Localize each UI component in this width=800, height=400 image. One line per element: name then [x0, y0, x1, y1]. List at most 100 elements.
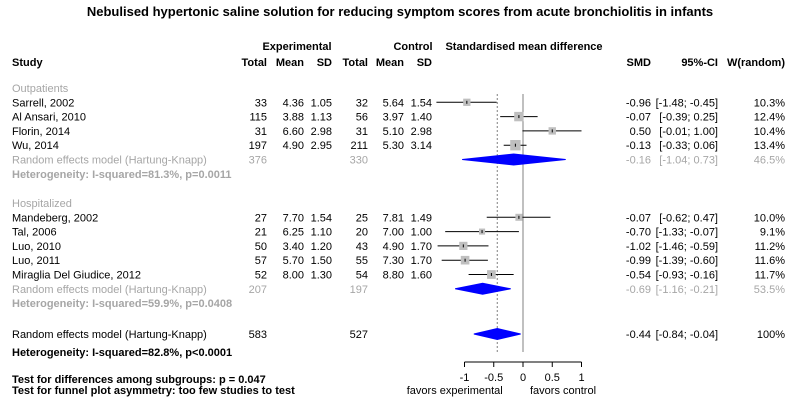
- sd-experimental: 1.05: [311, 97, 332, 109]
- study-row: Sarrell, 2002 33 4.36 1.05 32 5.64 1.54 -0.96 [-…: [12, 97, 785, 109]
- header-control: Control: [393, 41, 432, 53]
- study-row: Mandeberg, 2002 27 7.70 1.54 25 7.81 1.49 -0.07…: [12, 212, 785, 224]
- x-axis: -1 -0.5 0 0.5 1 favors experimental favors con…: [407, 361, 596, 397]
- heterogeneity-text: Heterogeneity: I-squared=81.3%, p=0.0011: [12, 169, 232, 181]
- overall-weight: 100%: [757, 329, 785, 341]
- study-row: Miraglia Del Giudice, 2012 52 8.00 1.30 54 8.…: [12, 270, 785, 282]
- header-sd-control: SD: [417, 57, 432, 69]
- ci-value: [-0.01; 1.00]: [659, 126, 718, 138]
- mean-experimental: 6.25: [283, 227, 304, 239]
- chart-title: Nebulised hypertonic saline solution for…: [87, 4, 713, 19]
- sd-experimental: 1.50: [311, 255, 332, 267]
- total-experimental: 115: [249, 112, 267, 124]
- sd-experimental: 1.20: [311, 241, 332, 253]
- weight-value: 13.4%: [754, 140, 785, 152]
- ci-value: [-0.33; 0.06]: [659, 140, 718, 152]
- subgroup-hospitalized: Hospitalized Mandeberg, 2002 27 7.70 1.54 25 7…: [12, 198, 785, 310]
- mean-experimental: 6.60: [283, 126, 304, 138]
- x-tick-label: 0.5: [545, 372, 560, 384]
- ci-value: [-1.46; -0.59]: [656, 241, 718, 253]
- ci-value: [-0.62; 0.47]: [659, 212, 718, 224]
- study-name: Luo, 2011: [12, 255, 60, 267]
- smd-value: -1.02: [626, 241, 651, 253]
- x-tick-label: 0: [520, 372, 526, 384]
- pooled-diamond: [462, 153, 566, 166]
- weight-value: 11.7%: [755, 270, 786, 282]
- weight-value: 10.3%: [754, 97, 785, 109]
- study-row: Luo, 2011 57 5.70 1.50 55 7.30 1.70 -0.99 [-1.39…: [12, 255, 785, 267]
- sd-control: 1.54: [411, 97, 432, 109]
- weight-value: 11.6%: [755, 255, 786, 267]
- ci-value: [-0.93; -0.16]: [656, 270, 718, 282]
- study-name: Al Ansari, 2010: [12, 112, 86, 124]
- total-control: 25: [356, 212, 368, 224]
- pooled-smd: -0.16: [626, 155, 651, 167]
- overall-smd: -0.44: [626, 329, 651, 341]
- header-effect: Standardised mean difference: [445, 41, 602, 53]
- smd-value: -0.07: [626, 212, 651, 224]
- sd-control: 1.70: [411, 255, 432, 267]
- total-control: 55: [356, 255, 368, 267]
- header-total-control: Total: [343, 57, 368, 69]
- sd-experimental: 1.13: [311, 112, 332, 124]
- study-name: Wu, 2014: [12, 140, 59, 152]
- mean-experimental: 3.40: [283, 241, 304, 253]
- mean-experimental: 4.36: [283, 97, 304, 109]
- pooled-weight: 46.5%: [754, 155, 785, 167]
- mean-experimental: 5.70: [283, 255, 304, 267]
- header-experimental: Experimental: [262, 41, 331, 53]
- total-experimental: 21: [255, 227, 267, 239]
- subgroup-title: Outpatients: [12, 83, 69, 95]
- sd-control: 1.49: [411, 212, 432, 224]
- header-total-experimental: Total: [242, 57, 267, 69]
- sd-control: 1.00: [411, 227, 432, 239]
- ci-value: [-0.39; 0.25]: [659, 112, 718, 124]
- header-sd-experimental: SD: [317, 57, 332, 69]
- weight-value: 10.0%: [754, 212, 785, 224]
- weight-value: 10.4%: [754, 126, 785, 138]
- weight-value: 9.1%: [760, 227, 785, 239]
- mean-control: 7.00: [383, 227, 404, 239]
- sd-control: 1.70: [411, 241, 432, 253]
- study-row: Luo, 2010 50 3.40 1.20 43 4.90 1.70 -1.02 [-1.46…: [12, 241, 785, 253]
- mean-control: 3.97: [383, 112, 404, 124]
- mean-experimental: 4.90: [283, 140, 304, 152]
- study-row: Wu, 2014 197 4.90 2.95 211 5.30 3.14 -0.13 [-0.3…: [12, 140, 785, 152]
- pooled-total-control: 197: [350, 284, 368, 296]
- sd-control: 1.60: [411, 270, 432, 282]
- sd-control: 3.14: [411, 140, 432, 152]
- overall-diamond: [473, 327, 521, 341]
- overall-row: Random effects model (Hartung-Knapp) 583 5…: [12, 327, 785, 341]
- heterogeneity-text: Heterogeneity: I-squared=59.9%, p=0.0408: [12, 298, 232, 310]
- total-control: 20: [356, 227, 368, 239]
- total-experimental: 50: [255, 241, 267, 253]
- header-mean-control: Mean: [376, 57, 404, 69]
- sd-experimental: 1.54: [311, 212, 332, 224]
- ci-value: [-1.48; -0.45]: [656, 97, 718, 109]
- total-experimental: 57: [255, 255, 267, 267]
- pooled-weight: 53.5%: [754, 284, 785, 296]
- smd-value: 0.50: [630, 126, 651, 138]
- pooled-ci: [-1.16; -0.21]: [656, 284, 718, 296]
- total-control: 54: [356, 270, 368, 282]
- overall-ci: [-0.84; -0.04]: [656, 329, 718, 341]
- study-row: Florin, 2014 31 6.60 2.98 31 5.10 2.98 0.50 [-0.…: [12, 126, 785, 138]
- subgroup-outpatients: Outpatients Sarrell, 2002 33 4.36 1.05 32 5.64…: [12, 83, 785, 181]
- pooled-smd: -0.69: [626, 284, 651, 296]
- total-control: 56: [356, 112, 368, 124]
- x-label-favors-control: favors control: [530, 385, 596, 397]
- total-control: 31: [356, 126, 368, 138]
- ci-value: [-1.39; -0.60]: [656, 255, 718, 267]
- smd-value: -0.99: [626, 255, 651, 267]
- pooled-row: Random effects model (Hartung-Knapp) 376 3…: [12, 153, 785, 167]
- pooled-row: Random effects model (Hartung-Knapp) 207 1…: [12, 282, 785, 296]
- mean-control: 5.30: [383, 140, 404, 152]
- study-name: Florin, 2014: [12, 126, 70, 138]
- header-ci: 95%-CI: [681, 57, 718, 69]
- pooled-total-experimental: 207: [249, 284, 267, 296]
- smd-value: -0.96: [626, 97, 651, 109]
- study-name: Miraglia Del Giudice, 2012: [12, 270, 141, 282]
- footnote-funnel-test: Test for funnel plot asymmetry: too few …: [12, 385, 295, 397]
- mean-control: 8.80: [383, 270, 404, 282]
- smd-value: -0.54: [626, 270, 651, 282]
